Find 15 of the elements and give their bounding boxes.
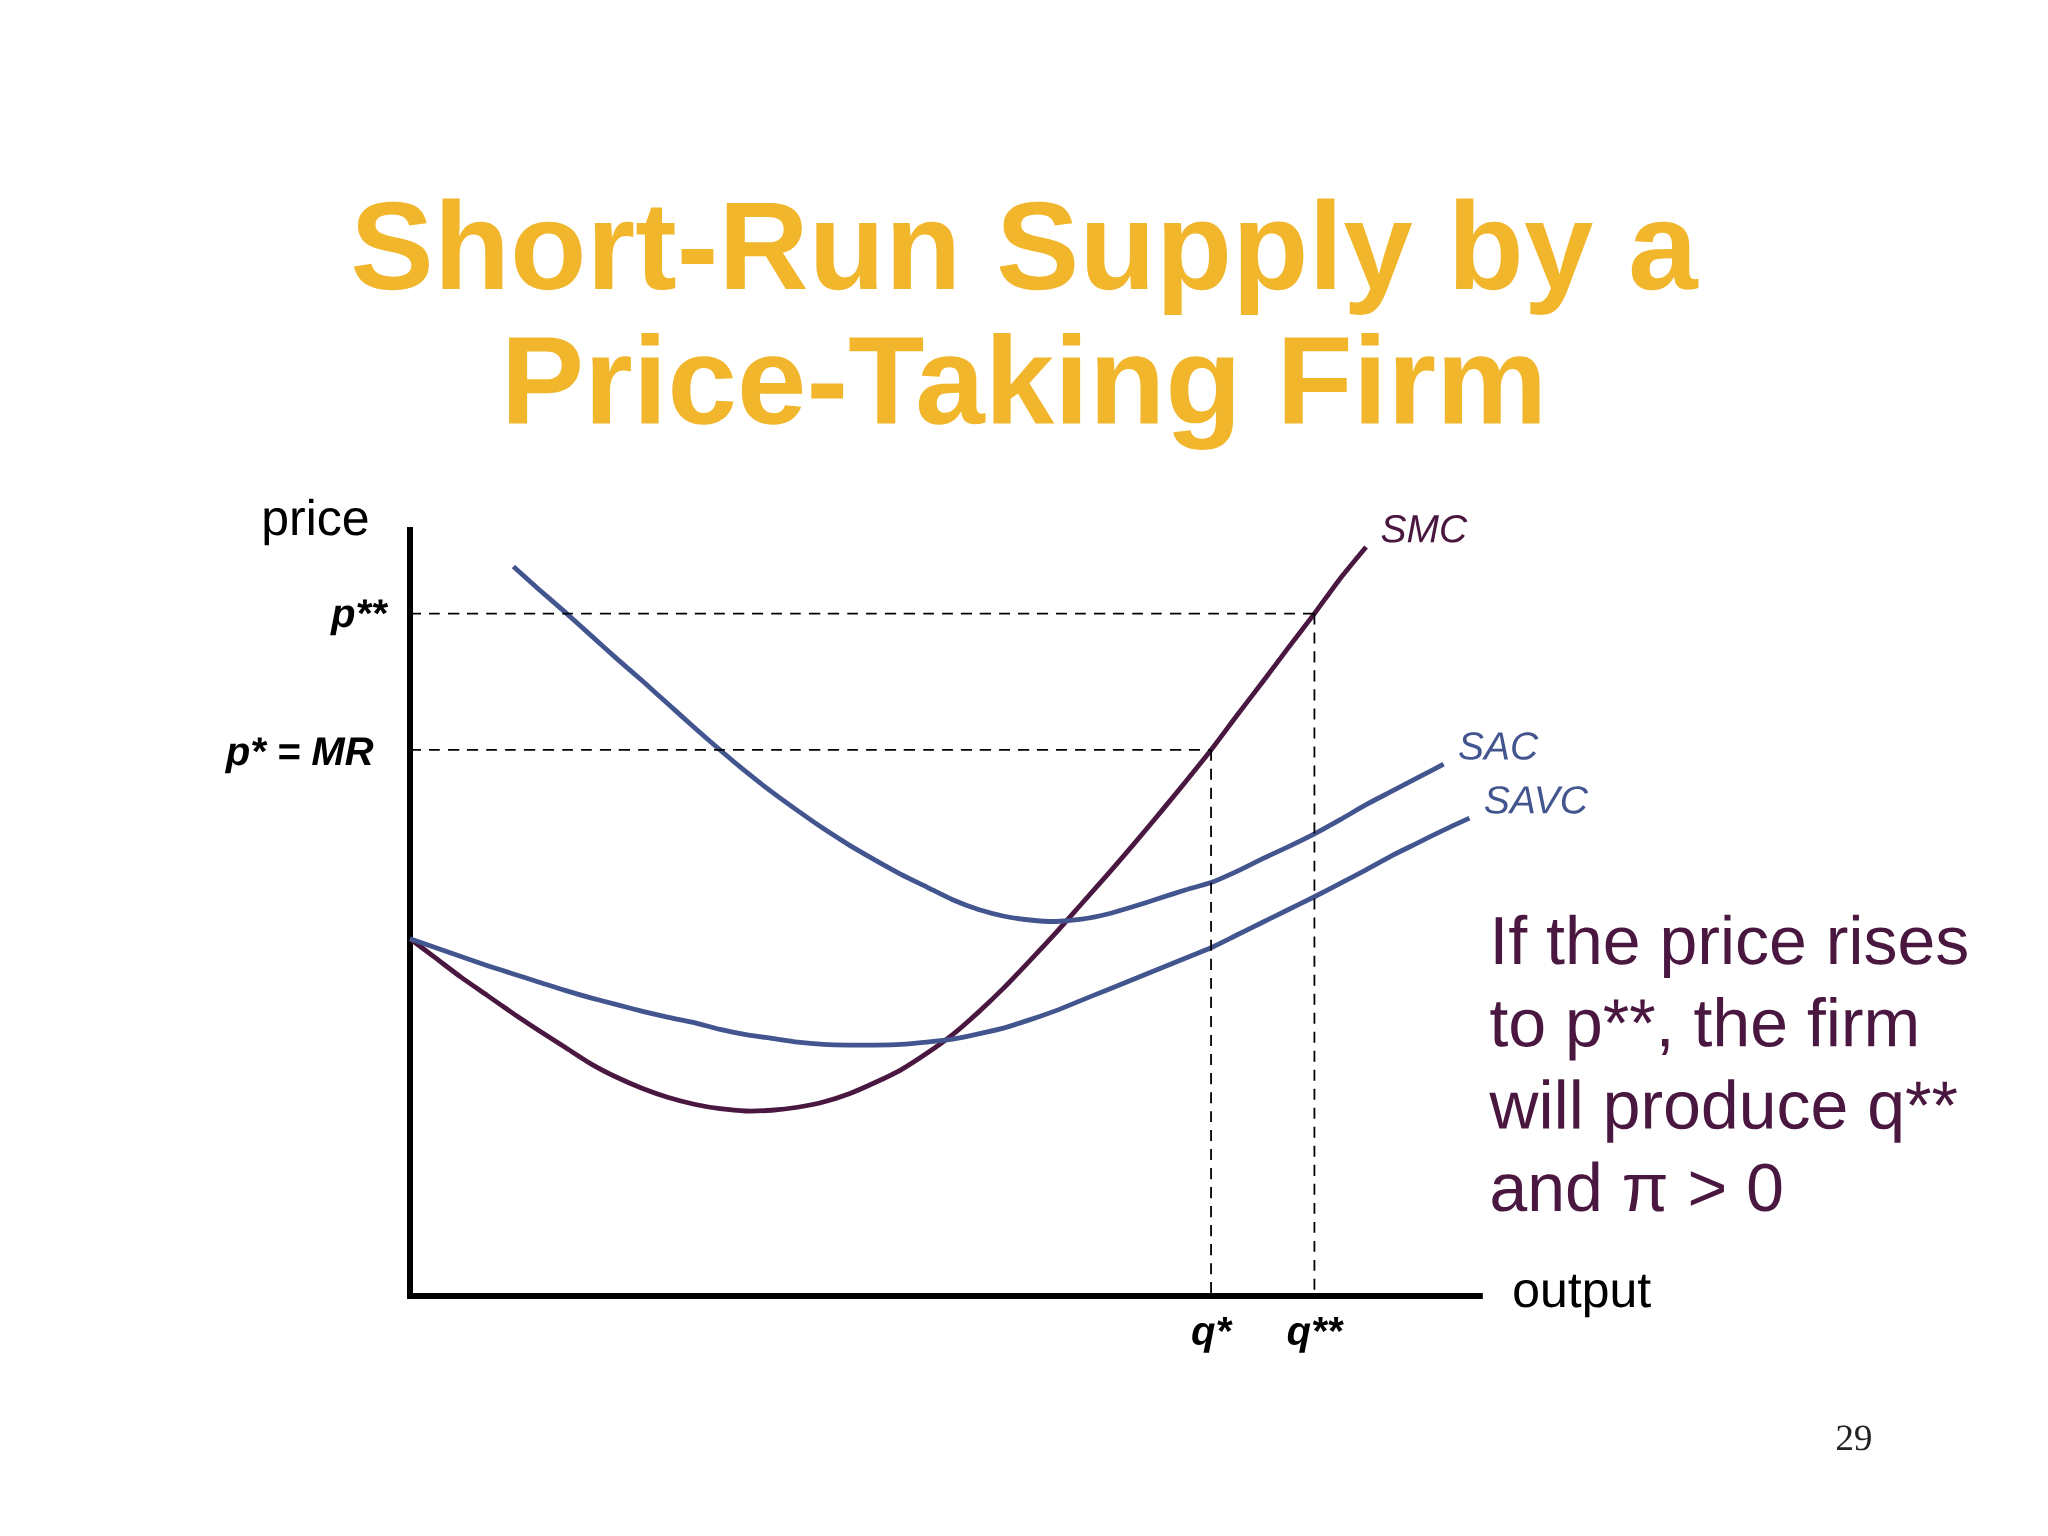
chart-title: Short-Run Supply by a Price-Taking Firm (353, 198, 1699, 450)
text: p* = MR (224, 737, 374, 774)
text: to p**, the firm (1490, 997, 1916, 1061)
text: 29 (1837, 1425, 1871, 1451)
text: p** (330, 599, 389, 636)
x-tick-label: q** (1287, 1317, 1344, 1353)
series-label: SMC (1381, 514, 1468, 543)
series-label: SAVC (1484, 786, 1589, 814)
x-tick-label: q* (1192, 1317, 1233, 1353)
series-label: SAC (1459, 732, 1539, 760)
text: If the price rises (1495, 914, 1967, 979)
y-axis-title: price (264, 498, 368, 546)
text: will produce q** (1489, 1079, 1957, 1143)
text: and π > 0 (1492, 1161, 1782, 1212)
x-axis-title: output (1514, 1274, 1651, 1318)
